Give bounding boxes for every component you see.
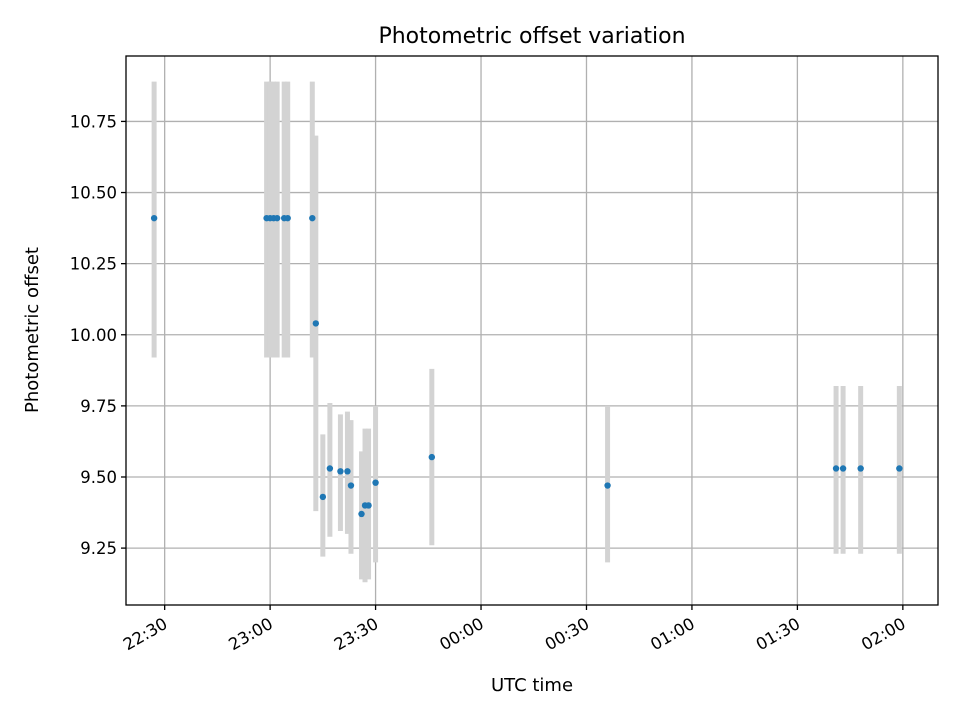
data-point	[337, 468, 344, 475]
data-point	[832, 465, 840, 472]
grid-layer	[126, 56, 938, 605]
x-tick-label: 23:30	[331, 614, 382, 654]
y-tick-label: 10.25	[70, 255, 117, 274]
y-axis-ticks: 9.25 9.50 9.75 10.00 10.25 10.50 10.75	[70, 112, 126, 558]
x-tick-label: 23:00	[225, 614, 276, 654]
x-axis-ticks: 22:30 23:00 23:30 00:00 00:30 01:00 01:30 02:00	[120, 605, 909, 654]
x-tick-label: 00:30	[542, 614, 593, 654]
data-point	[284, 214, 291, 222]
y-tick-label: 9.25	[80, 539, 117, 558]
errorbar-layer	[151, 81, 902, 583]
data-point	[326, 465, 334, 472]
x-tick-label: 01:00	[647, 614, 698, 654]
x-tick-label: 01:30	[753, 614, 804, 654]
data-point	[428, 453, 436, 461]
x-tick-label: 02:00	[858, 614, 909, 654]
x-tick-label: 00:00	[436, 614, 487, 654]
data-point	[372, 479, 379, 486]
data-point	[358, 510, 365, 518]
data-point	[319, 493, 327, 501]
data-points	[150, 214, 903, 518]
data-point	[604, 482, 611, 489]
data-point	[344, 468, 351, 475]
x-axis-label: UTC time	[491, 675, 573, 696]
y-tick-label: 10.00	[70, 326, 117, 345]
data-point	[312, 320, 320, 327]
y-tick-label: 10.50	[70, 184, 117, 203]
y-tick-label: 10.75	[70, 112, 117, 131]
y-tick-label: 9.75	[80, 397, 117, 416]
data-point	[857, 465, 864, 472]
data-point	[273, 214, 281, 222]
data-point	[839, 465, 847, 472]
data-point	[150, 214, 158, 222]
y-tick-label: 9.50	[80, 468, 117, 487]
y-axis-label: Photometric offset	[22, 247, 43, 413]
chart-title: Photometric offset variation	[378, 24, 685, 49]
plot-frame	[125, 55, 939, 606]
x-tick-label: 22:30	[120, 614, 171, 654]
data-point	[896, 465, 903, 472]
data-point	[347, 482, 355, 489]
data-point	[365, 502, 372, 509]
data-point	[309, 214, 316, 222]
